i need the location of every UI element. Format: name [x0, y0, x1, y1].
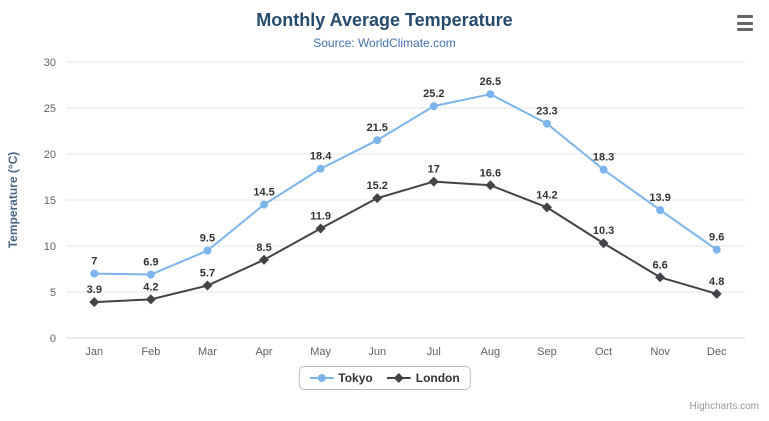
data-label: 5.7 [200, 268, 215, 280]
hamburger-icon [737, 15, 753, 18]
legend-label: London [415, 371, 460, 385]
data-point-tokyo[interactable] [656, 206, 665, 215]
data-label: 15.2 [366, 180, 387, 192]
hamburger-icon [737, 21, 753, 25]
data-label: 21.5 [366, 122, 387, 134]
x-axis-tick-label: May [310, 346, 331, 358]
data-label: 10.3 [593, 225, 614, 237]
x-axis-tick-label: Apr [255, 346, 272, 358]
data-point-tokyo[interactable] [712, 245, 721, 254]
x-axis-tick-label: Aug [481, 346, 501, 358]
data-label: 14.2 [536, 189, 557, 201]
data-label: 8.5 [256, 242, 271, 254]
y-axis-title: Temperature (°C) [6, 152, 20, 249]
data-label: 7 [91, 256, 97, 268]
credits-link[interactable]: Highcharts.com [689, 401, 759, 412]
legend-item-tokyo[interactable]: Tokyo [309, 371, 373, 385]
x-axis-tick-label: Feb [141, 346, 160, 358]
data-point-london[interactable] [89, 297, 100, 308]
data-label: 17 [428, 164, 440, 176]
data-point-tokyo[interactable] [316, 164, 325, 173]
data-point-london[interactable] [711, 288, 722, 299]
circle-marker-icon [309, 374, 334, 382]
y-axis-tick-label: 10 [44, 241, 56, 253]
y-axis-tick-label: 20 [44, 149, 56, 161]
data-point-tokyo[interactable] [203, 246, 212, 255]
data-label: 14.5 [253, 187, 274, 199]
data-label: 13.9 [649, 192, 670, 204]
x-axis-tick-label: Dec [707, 346, 727, 358]
data-point-london[interactable] [315, 223, 326, 234]
data-label: 18.3 [593, 152, 614, 164]
data-label: 9.6 [709, 232, 724, 244]
x-axis-tick-label: Jul [427, 346, 441, 358]
data-label: 6.6 [652, 259, 667, 271]
data-label: 4.8 [709, 276, 724, 288]
y-axis-tick-label: 25 [44, 103, 56, 115]
data-label: 4.2 [143, 281, 158, 293]
data-point-tokyo[interactable] [90, 269, 99, 278]
x-axis-tick-label: Mar [198, 346, 217, 358]
chart-subtitle: Source: WorldClimate.com [313, 36, 456, 50]
data-point-tokyo[interactable] [373, 136, 382, 145]
data-label: 11.9 [310, 211, 331, 223]
series-line-tokyo [94, 93, 718, 276]
data-label: 16.6 [480, 167, 501, 179]
legend-label: Tokyo [338, 371, 373, 385]
data-label: 23.3 [536, 106, 557, 118]
export-menu-button[interactable] [733, 12, 757, 34]
data-point-tokyo[interactable] [260, 200, 269, 209]
data-point-london[interactable] [541, 202, 552, 213]
data-point-tokyo[interactable] [542, 119, 551, 128]
diamond-marker-icon [386, 373, 411, 383]
x-axis-tick-label: Sep [537, 346, 557, 358]
data-label: 18.4 [310, 151, 332, 163]
data-point-tokyo[interactable] [429, 102, 438, 111]
data-point-london[interactable] [372, 193, 383, 204]
data-point-london[interactable] [259, 254, 270, 265]
x-axis-tick-label: Jan [85, 346, 103, 358]
chart-title: Monthly Average Temperature [256, 10, 513, 30]
data-point-tokyo[interactable] [146, 270, 155, 279]
legend-item-london[interactable]: London [386, 371, 460, 385]
data-point-london[interactable] [202, 280, 213, 291]
y-axis-tick-label: 5 [50, 287, 56, 299]
data-label: 9.5 [200, 233, 215, 245]
data-label: 6.9 [143, 257, 158, 269]
y-axis-tick-label: 0 [50, 333, 56, 345]
x-axis-tick-label: Oct [595, 346, 612, 358]
series-line-london [94, 180, 717, 304]
data-label: 25.2 [423, 88, 444, 100]
data-label: 26.5 [480, 76, 501, 88]
data-point-london[interactable] [485, 180, 496, 191]
data-point-tokyo[interactable] [599, 165, 608, 174]
data-point-london[interactable] [428, 176, 439, 187]
data-point-london[interactable] [145, 294, 156, 305]
x-axis-tick-label: Jun [368, 346, 386, 358]
y-axis-tick-label: 15 [44, 195, 56, 207]
hamburger-icon [737, 28, 753, 31]
chart-legend: Tokyo London [298, 366, 471, 390]
data-label: 3.9 [87, 284, 102, 296]
x-axis-tick-label: Nov [650, 346, 670, 358]
data-point-london[interactable] [598, 238, 609, 249]
data-point-tokyo[interactable] [486, 90, 495, 99]
data-point-london[interactable] [655, 272, 666, 283]
y-axis-tick-label: 30 [44, 57, 56, 69]
